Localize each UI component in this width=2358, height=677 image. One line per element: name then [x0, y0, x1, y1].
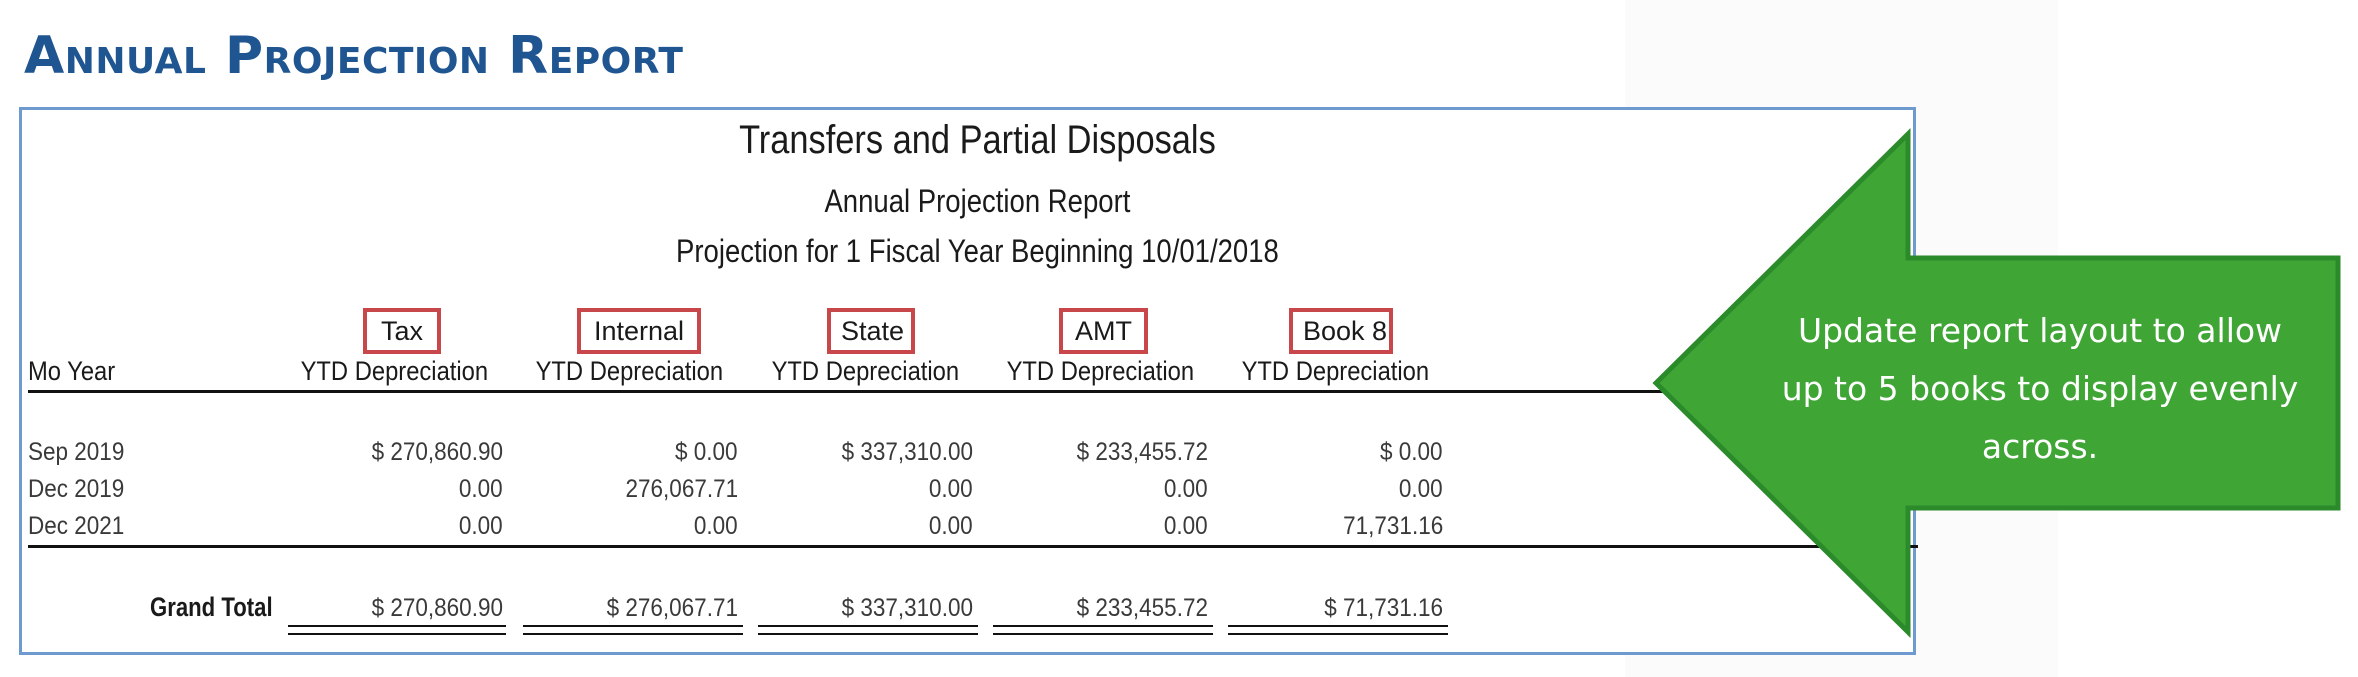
column-header-state: YTD Depreciation	[771, 356, 959, 386]
report-frame	[19, 107, 1916, 655]
page-title: Annual Projection Report	[24, 26, 684, 86]
table-cell: $ 0.00	[675, 438, 738, 466]
table-cell: 0.00	[929, 475, 973, 503]
report-subtitle: Annual Projection Report	[824, 183, 1131, 219]
table-cell: 0.00	[459, 475, 503, 503]
table-cell: 0.00	[694, 512, 738, 540]
table-cell: $ 337,310.00	[841, 438, 973, 466]
table-cell: 0.00	[1164, 512, 1208, 540]
grand-total-cell: $ 270,860.90	[371, 594, 503, 622]
column-header-mo-year: Mo Year	[28, 356, 116, 386]
row-period: Sep 2019	[28, 438, 125, 466]
column-header-amt: YTD Depreciation	[1006, 356, 1194, 386]
row-period: Dec 2021	[28, 512, 125, 540]
column-header-tax: YTD Depreciation	[300, 356, 488, 386]
book-label-internal: Internal	[577, 308, 701, 354]
grand-total-label: Grand Total	[150, 592, 273, 622]
book-label-state: State	[827, 308, 915, 354]
grand-total-cell: $ 233,455.72	[1076, 594, 1208, 622]
total-rule	[28, 545, 1918, 548]
row-period: Dec 2019	[28, 475, 125, 503]
table-cell: $ 0.00	[1380, 438, 1443, 466]
table-cell: $ 233,455.72	[1076, 438, 1208, 466]
book-label-book8: Book 8	[1289, 308, 1393, 354]
grand-total-cell: $ 276,067.71	[606, 594, 738, 622]
table-cell: 0.00	[929, 512, 973, 540]
column-header-internal: YTD Depreciation	[535, 356, 723, 386]
grand-total-underline	[1228, 625, 1448, 635]
table-cell: 276,067.71	[625, 475, 738, 503]
grand-total-underline	[993, 625, 1213, 635]
report-projection-line: Projection for 1 Fiscal Year Beginning 1…	[676, 233, 1279, 269]
table-cell: $ 270,860.90	[371, 438, 503, 466]
book-label-tax: Tax	[363, 308, 441, 354]
grand-total-cell: $ 337,310.00	[841, 594, 973, 622]
grand-total-cell: $ 71,731.16	[1324, 594, 1443, 622]
header-rule	[28, 390, 1918, 393]
column-header-book8: YTD Depreciation	[1241, 356, 1429, 386]
callout-text: Update report layout to allow up to 5 bo…	[1781, 311, 2299, 466]
table-cell: 71,731.16	[1342, 512, 1443, 540]
table-cell: 0.00	[1164, 475, 1208, 503]
grand-total-underline	[288, 625, 506, 635]
table-cell: 0.00	[1399, 475, 1443, 503]
report-title: Transfers and Partial Disposals	[739, 118, 1216, 162]
grand-total-underline	[758, 625, 978, 635]
book-label-amt: AMT	[1059, 308, 1148, 354]
table-cell: 0.00	[459, 512, 503, 540]
left-arrow-callout-icon	[1652, 128, 2341, 638]
grand-total-underline	[523, 625, 743, 635]
